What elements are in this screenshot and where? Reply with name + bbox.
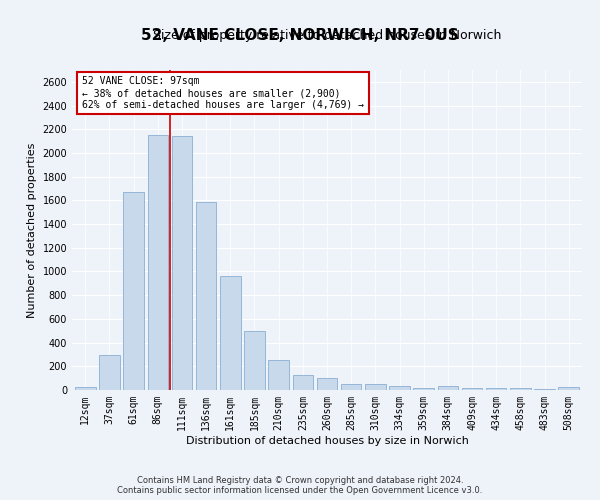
- Bar: [437, 386, 458, 390]
- Bar: [220, 276, 241, 390]
- Bar: [196, 202, 217, 390]
- Bar: [124, 192, 144, 390]
- Bar: [486, 388, 506, 390]
- Bar: [317, 378, 337, 390]
- Bar: [510, 388, 530, 390]
- X-axis label: Distribution of detached houses by size in Norwich: Distribution of detached houses by size …: [185, 436, 469, 446]
- Bar: [293, 375, 313, 390]
- Bar: [365, 384, 386, 390]
- Bar: [389, 386, 410, 390]
- Text: Contains HM Land Registry data © Crown copyright and database right 2024.
Contai: Contains HM Land Registry data © Crown c…: [118, 476, 482, 495]
- Title: Size of property relative to detached houses in Norwich: Size of property relative to detached ho…: [153, 30, 501, 43]
- Bar: [268, 360, 289, 390]
- Bar: [75, 387, 95, 390]
- Bar: [99, 355, 120, 390]
- Bar: [413, 388, 434, 390]
- Bar: [559, 387, 579, 390]
- Text: 52 VANE CLOSE: 97sqm
← 38% of detached houses are smaller (2,900)
62% of semi-de: 52 VANE CLOSE: 97sqm ← 38% of detached h…: [82, 76, 364, 110]
- Text: 52, VANE CLOSE, NORWICH, NR7 0US: 52, VANE CLOSE, NORWICH, NR7 0US: [141, 28, 459, 42]
- Bar: [244, 330, 265, 390]
- Y-axis label: Number of detached properties: Number of detached properties: [27, 142, 37, 318]
- Bar: [341, 384, 361, 390]
- Bar: [462, 388, 482, 390]
- Bar: [148, 135, 168, 390]
- Bar: [172, 136, 192, 390]
